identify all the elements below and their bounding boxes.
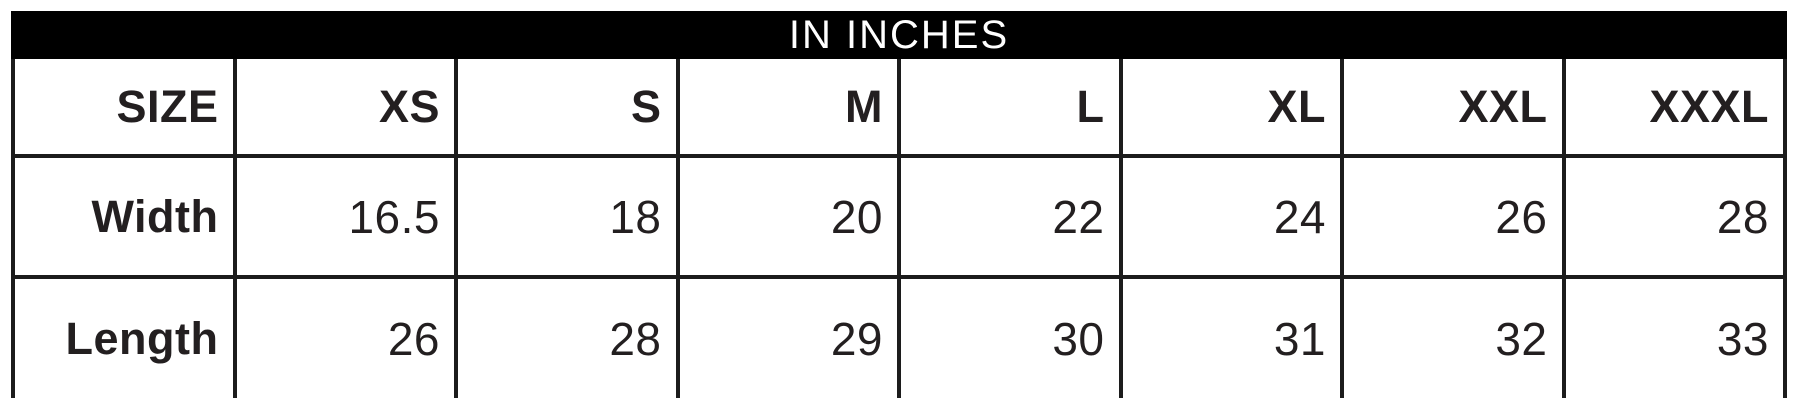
width-value-xxxl: 28 bbox=[1561, 154, 1787, 279]
width-value-xl: 24 bbox=[1118, 154, 1344, 279]
size-chart: IN INCHES SIZE XS S M L XL XXL XXXL Widt… bbox=[11, 11, 1787, 398]
length-value-xxl: 32 bbox=[1340, 275, 1566, 398]
size-header-row: SIZE XS S M L XL XXL XXXL bbox=[11, 59, 1787, 158]
length-value-m: 29 bbox=[675, 275, 901, 398]
column-header-size: SIZE bbox=[11, 59, 237, 158]
column-header-s: S bbox=[454, 59, 680, 158]
length-value-xl: 31 bbox=[1118, 275, 1344, 398]
size-chart-table: SIZE XS S M L XL XXL XXXL Width 16.5 18 … bbox=[11, 59, 1787, 398]
width-value-s: 18 bbox=[454, 154, 680, 279]
column-header-xl: XL bbox=[1118, 59, 1344, 158]
length-value-l: 30 bbox=[897, 275, 1123, 398]
size-chart-title: IN INCHES bbox=[788, 13, 1010, 57]
table-row-width: Width 16.5 18 20 22 24 26 28 bbox=[11, 154, 1787, 279]
row-label-length: Length bbox=[11, 275, 237, 398]
width-value-xs: 16.5 bbox=[232, 154, 458, 279]
row-label-width: Width bbox=[11, 154, 237, 279]
column-header-xxxl: XXXL bbox=[1561, 59, 1787, 158]
length-value-s: 28 bbox=[454, 275, 680, 398]
column-header-xxl: XXL bbox=[1340, 59, 1566, 158]
width-value-xxl: 26 bbox=[1340, 154, 1566, 279]
length-value-xxxl: 33 bbox=[1561, 275, 1787, 398]
column-header-l: L bbox=[897, 59, 1123, 158]
width-value-l: 22 bbox=[897, 154, 1123, 279]
length-value-xs: 26 bbox=[232, 275, 458, 398]
width-value-m: 20 bbox=[675, 154, 901, 279]
column-header-m: M bbox=[675, 59, 901, 158]
column-header-xs: XS bbox=[232, 59, 458, 158]
table-row-length: Length 26 28 29 30 31 32 33 bbox=[11, 275, 1787, 398]
size-chart-title-bar: IN INCHES bbox=[11, 11, 1787, 59]
